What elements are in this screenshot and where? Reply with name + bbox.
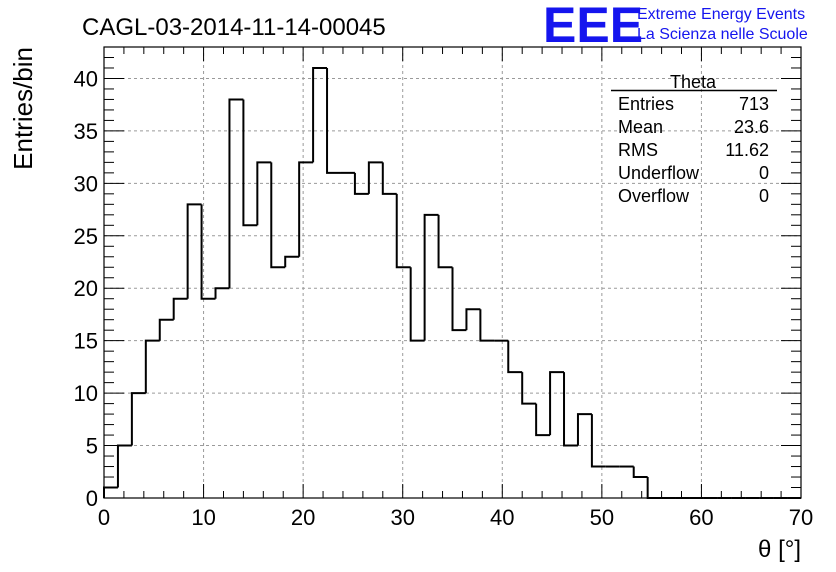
x-tick-label: 30 [390, 505, 414, 530]
stats-label: Underflow [618, 163, 700, 183]
stats-value: 11.62 [725, 140, 769, 160]
histogram-bin [116, 444, 132, 488]
stats-title: Theta [670, 72, 717, 92]
histogram-bin [158, 318, 174, 341]
x-tick-label: 10 [191, 505, 215, 530]
stats-label: Mean [618, 117, 663, 137]
y-tick-label: 30 [74, 171, 98, 196]
histogram-bin [200, 204, 216, 300]
histogram-bin [228, 98, 244, 289]
x-tick-label: 60 [689, 505, 713, 530]
y-axis-label: Entries/bin [8, 47, 38, 170]
histogram-bin [521, 372, 537, 405]
y-tick-label: 5 [86, 434, 98, 459]
x-axis-label: θ [°] [758, 536, 801, 563]
histogram-bin [270, 162, 286, 269]
histogram-bin [130, 392, 146, 446]
histogram-bin [298, 161, 314, 257]
histogram-bin [214, 287, 230, 299]
histogram-bin [242, 99, 258, 227]
histogram-bin [144, 339, 160, 394]
chart-title: CAGL-03-2014-11-14-00045 [82, 14, 386, 41]
histogram-bin [507, 340, 523, 374]
histogram-bin [576, 413, 592, 446]
y-tick-label: 15 [74, 329, 98, 354]
stats-label: Overflow [618, 186, 690, 206]
stats-box: Theta Entries 713 Mean 23.6 RMS 11.62 Un… [611, 72, 777, 206]
logo-line2: La Scienza nelle Scuole [637, 26, 808, 43]
histogram-bars [103, 66, 801, 499]
y-tick-label: 10 [74, 381, 98, 406]
x-tick-label: 50 [590, 505, 614, 530]
histogram-bin [367, 161, 383, 194]
histogram-bin [465, 308, 481, 331]
histogram-bin [437, 214, 453, 269]
x-tick-label: 70 [789, 505, 813, 530]
x-tick-label: 20 [291, 505, 315, 530]
histogram-bin [423, 213, 439, 341]
histogram-bin [479, 309, 495, 342]
histogram-bin [312, 66, 328, 163]
histogram-bin [353, 172, 369, 195]
x-tick-label: 40 [490, 505, 514, 530]
logo-line1: Extreme Energy Events [637, 6, 805, 23]
stats-value: 713 [739, 94, 769, 114]
histogram-bin [381, 162, 397, 195]
histogram-bin [563, 372, 578, 447]
histogram-bin [409, 267, 425, 342]
x-tick-label: 0 [98, 505, 110, 530]
stats-label: Entries [618, 94, 674, 114]
histogram-bin [186, 203, 202, 299]
histogram-bin [549, 371, 565, 436]
histogram-bin [590, 414, 606, 468]
y-tick-label: 35 [74, 119, 98, 144]
stats-value: 0 [759, 163, 769, 183]
histogram-bin [103, 486, 118, 498]
histogram-bin [284, 255, 300, 268]
histogram-bin [256, 161, 272, 226]
logo-mark: EEE [543, 0, 643, 53]
axis-tick-labels: 0 10 20 30 40 50 60 70 0 5 10 15 20 25 30 35 40 [74, 66, 814, 530]
stats-value: 23.6 [734, 117, 769, 137]
y-tick-label: 0 [86, 486, 98, 511]
y-tick-label: 25 [74, 224, 98, 249]
eee-logo: EEE Extreme Energy Events La Scienza nel… [543, 0, 808, 53]
stats-label: RMS [618, 140, 658, 160]
histogram-bin [632, 466, 648, 479]
histogram-bin [326, 67, 341, 174]
plot-frame [103, 46, 802, 499]
y-tick-label: 20 [74, 276, 98, 301]
histogram-bin [646, 477, 662, 499]
histogram-bin [451, 267, 467, 332]
y-tick-label: 40 [74, 66, 98, 91]
histogram-bin [395, 193, 411, 269]
histogram-bin [535, 403, 551, 437]
stats-value: 0 [759, 186, 769, 206]
axis-ticks [103, 46, 802, 499]
histogram-bin [172, 297, 188, 320]
